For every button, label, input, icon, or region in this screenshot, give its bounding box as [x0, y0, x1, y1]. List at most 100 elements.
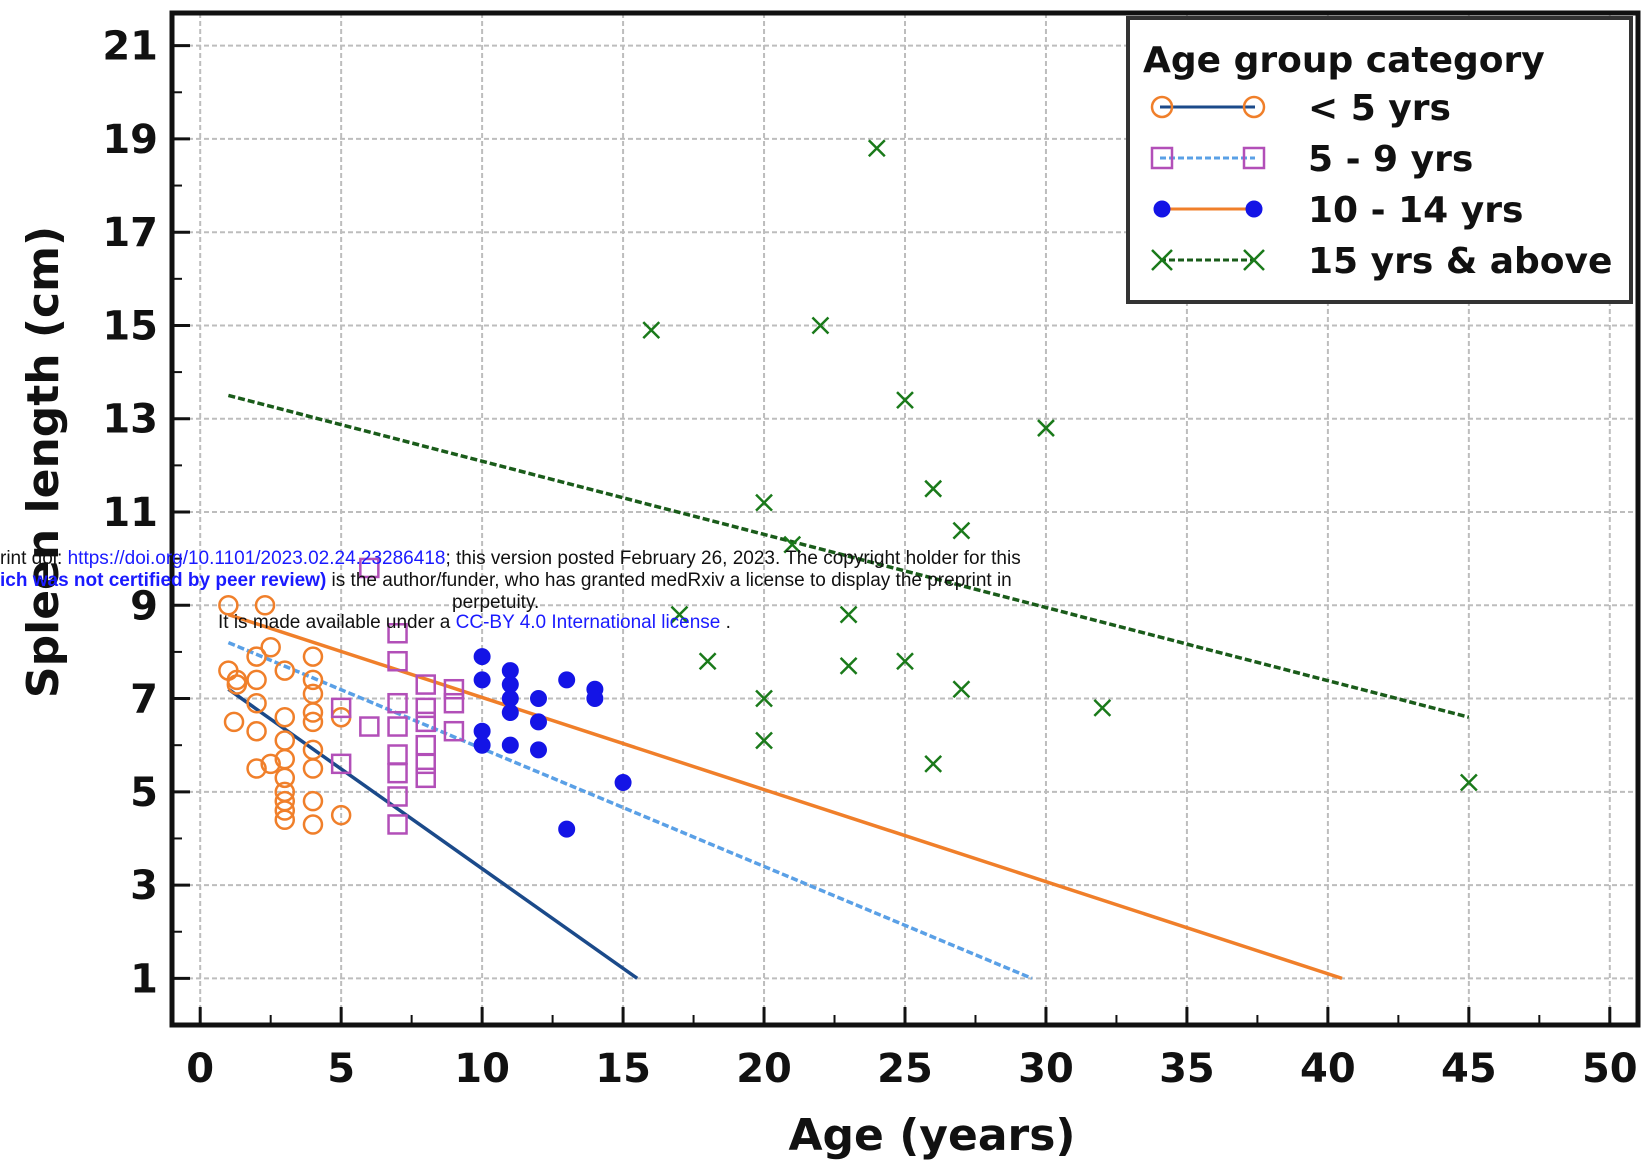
data-point-series-3	[558, 671, 576, 689]
data-point-series-1	[302, 711, 324, 733]
axis-ticks	[172, 44, 1612, 1025]
data-point-series-2	[387, 716, 408, 737]
data-point-series-1	[274, 706, 296, 728]
legend-marker-3	[1153, 200, 1171, 218]
legend-marker-4	[1243, 249, 1265, 271]
legend-marker-2	[1242, 146, 1266, 170]
watermark-bold-text: ich was not certified by peer review)	[0, 570, 327, 591]
y-tick-label: 11	[102, 490, 158, 536]
legend-marker-1	[1242, 95, 1266, 119]
data-point-series-4	[1037, 419, 1055, 437]
data-point-series-1	[302, 758, 324, 779]
legend: Age group category < 5 yrs 5 - 9 yrs 10 - …	[1126, 16, 1633, 304]
x-tick-label: 10	[454, 1046, 510, 1092]
data-point-series-1	[246, 720, 267, 742]
data-point-series-4	[755, 689, 773, 708]
legend-entries: < 5 yrs 5 - 9 yrs 10 - 14 yrs 15 yrs & abov…	[1150, 88, 1612, 282]
data-point-series-3	[530, 713, 547, 731]
x-tick-label: 0	[186, 1046, 214, 1092]
data-point-series-4	[1459, 773, 1478, 792]
x-marker-stroke	[1243, 249, 1265, 271]
data-point-series-3	[473, 736, 491, 754]
x-marker-stroke	[1459, 773, 1478, 792]
x-tick-label: 20	[736, 1046, 792, 1092]
x-marker-stroke	[1037, 419, 1055, 437]
x-marker-stroke	[783, 535, 802, 554]
watermark-text: ; this version posted February 26, 2023.…	[445, 548, 1021, 569]
watermark-text: It is made available under a	[218, 612, 456, 633]
data-point-series-2	[443, 678, 465, 700]
data-point-series-2	[387, 692, 408, 714]
x-marker-stroke	[755, 689, 773, 708]
x-marker-stroke	[670, 605, 689, 624]
y-axis-title: Spleen length (cm)	[18, 226, 69, 698]
data-point-series-3	[530, 690, 547, 708]
data-point-series-2	[387, 650, 408, 672]
data-point-series-3	[614, 773, 632, 791]
data-point-series-4	[698, 652, 717, 671]
legend-marker-3	[1245, 200, 1263, 218]
y-tick-label: 9	[130, 583, 158, 629]
data-point-series-1	[274, 800, 296, 821]
data-point-series-2	[443, 720, 465, 742]
y-tick-label: 5	[130, 770, 158, 816]
x-tick-label: 40	[1300, 1046, 1356, 1092]
data-point-series-4	[755, 731, 773, 750]
data-point-series-4	[783, 535, 802, 554]
x-marker-stroke	[811, 316, 830, 335]
doi-link[interactable]: https://doi.org/10.1101/2023.02.24.23286…	[67, 548, 446, 569]
data-point-series-1	[302, 814, 324, 835]
x-tick-label: 50	[1582, 1046, 1638, 1092]
x-marker-stroke	[1093, 698, 1112, 717]
fit-line-series-1	[227, 687, 639, 980]
data-point-series-4	[924, 479, 943, 498]
y-tick-label: 3	[130, 863, 158, 909]
legend-box	[1126, 16, 1633, 304]
x-marker-stroke	[952, 521, 971, 540]
x-marker-stroke	[896, 391, 914, 409]
x-marker-stroke	[698, 652, 717, 671]
data-point-series-4	[1093, 698, 1112, 717]
data-point-series-4	[924, 754, 943, 773]
data-point-series-1	[260, 636, 281, 658]
x-tick-label: 35	[1159, 1046, 1215, 1092]
data-point-series-4	[867, 139, 886, 158]
x-marker-stroke	[924, 754, 943, 773]
x-marker-stroke	[839, 605, 858, 624]
y-tick-label: 17	[102, 210, 158, 256]
data-point-series-2	[387, 762, 408, 784]
data-point-series-1	[302, 790, 324, 812]
watermark-text: .	[720, 612, 731, 633]
x-marker-stroke	[1151, 249, 1173, 271]
x-tick-label: 15	[595, 1046, 651, 1092]
watermark-text: rint doi:	[0, 548, 68, 569]
data-point-series-3	[473, 648, 491, 666]
x-axis-title: Age (years)	[788, 1110, 1075, 1161]
data-point-series-2	[330, 753, 352, 775]
data-point-series-4	[839, 605, 858, 624]
data-point-series-1	[218, 595, 239, 616]
x-tick-label: 45	[1441, 1046, 1497, 1092]
preprint-watermark-line-4: It is made available under a CC-BY 4.0 I…	[218, 612, 731, 634]
data-point-series-4	[642, 321, 661, 340]
y-tick-label: 19	[102, 117, 158, 163]
data-point-series-3	[501, 704, 519, 722]
legend-title: Age group category	[1143, 40, 1545, 81]
y-tick-label: 21	[102, 24, 158, 70]
data-point-series-3	[530, 741, 547, 759]
data-point-series-1	[330, 804, 352, 826]
data-point-series-2	[387, 814, 408, 835]
data-point-series-2	[330, 697, 352, 719]
watermark-text: perpetuity.	[452, 592, 540, 613]
data-point-series-2	[443, 692, 465, 714]
x-tick-label: 30	[1018, 1046, 1074, 1092]
x-marker-stroke	[896, 652, 914, 671]
preprint-watermark-line-3: perpetuity.	[452, 592, 539, 614]
data-point-series-4	[896, 391, 914, 409]
data-point-series-2	[415, 753, 436, 775]
license-link[interactable]: CC-BY 4.0 International license	[455, 612, 721, 633]
data-point-series-3	[558, 820, 576, 838]
data-point-series-2	[415, 674, 436, 695]
